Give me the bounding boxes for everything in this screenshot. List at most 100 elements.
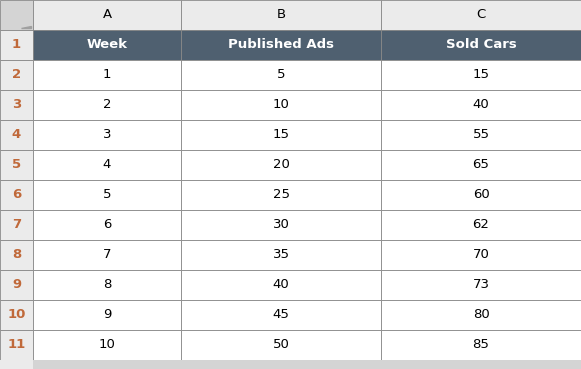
Bar	[0, 360, 33, 369]
Text: 5: 5	[103, 189, 111, 201]
Bar	[0, 300, 33, 330]
Text: 40: 40	[472, 99, 489, 111]
Bar	[181, 210, 381, 240]
Bar	[181, 270, 381, 300]
Text: 8: 8	[103, 279, 111, 292]
Text: 10: 10	[99, 338, 116, 352]
Bar	[33, 360, 181, 369]
Text: C: C	[476, 8, 486, 21]
Text: 1: 1	[103, 69, 111, 82]
Polygon shape	[21, 26, 31, 28]
Text: 60: 60	[472, 189, 489, 201]
Bar	[381, 90, 581, 120]
Bar	[381, 120, 581, 150]
Bar	[181, 180, 381, 210]
Text: 20: 20	[272, 159, 289, 172]
Text: 5: 5	[277, 69, 285, 82]
Bar	[33, 30, 181, 60]
Bar	[33, 60, 181, 90]
Text: 45: 45	[272, 308, 289, 321]
Text: 9: 9	[12, 279, 21, 292]
Bar	[181, 0, 381, 30]
Bar	[33, 120, 181, 150]
Bar	[181, 120, 381, 150]
Bar	[181, 150, 381, 180]
Bar	[33, 330, 181, 360]
Text: 70: 70	[472, 248, 489, 262]
Text: 11: 11	[8, 338, 26, 352]
Bar	[381, 30, 581, 60]
Text: 2: 2	[103, 99, 111, 111]
Bar	[381, 210, 581, 240]
Bar	[381, 360, 581, 369]
Text: 80: 80	[472, 308, 489, 321]
Bar	[381, 150, 581, 180]
Text: 3: 3	[12, 99, 21, 111]
Bar	[181, 30, 381, 60]
Text: 6: 6	[12, 189, 21, 201]
Bar	[0, 120, 33, 150]
Text: 50: 50	[272, 338, 289, 352]
Bar	[381, 270, 581, 300]
Bar	[0, 0, 33, 30]
Text: 85: 85	[472, 338, 489, 352]
Bar	[381, 240, 581, 270]
Bar	[0, 210, 33, 240]
Text: 6: 6	[103, 218, 111, 231]
Text: 2: 2	[12, 69, 21, 82]
Text: 10: 10	[272, 99, 289, 111]
Bar	[0, 180, 33, 210]
Text: 73: 73	[472, 279, 490, 292]
Bar	[181, 240, 381, 270]
Bar	[0, 60, 33, 90]
Bar	[0, 270, 33, 300]
Text: 1: 1	[12, 38, 21, 52]
Bar	[0, 150, 33, 180]
Bar	[33, 90, 181, 120]
Text: 7: 7	[103, 248, 111, 262]
Bar	[33, 180, 181, 210]
Text: 7: 7	[12, 218, 21, 231]
Text: 62: 62	[472, 218, 489, 231]
Bar	[181, 90, 381, 120]
Bar	[0, 90, 33, 120]
Bar	[181, 360, 381, 369]
Bar	[0, 240, 33, 270]
Bar	[181, 60, 381, 90]
Text: B: B	[277, 8, 286, 21]
Bar	[0, 30, 33, 60]
Text: 15: 15	[272, 128, 289, 141]
Text: 40: 40	[272, 279, 289, 292]
Text: 55: 55	[472, 128, 490, 141]
Text: 4: 4	[12, 128, 21, 141]
Text: Published Ads: Published Ads	[228, 38, 334, 52]
Bar	[381, 0, 581, 30]
Bar	[33, 270, 181, 300]
Bar	[381, 300, 581, 330]
Bar	[33, 0, 181, 30]
Bar	[33, 300, 181, 330]
Bar	[381, 330, 581, 360]
Bar	[181, 300, 381, 330]
Bar	[33, 240, 181, 270]
Bar	[181, 330, 381, 360]
Text: 10: 10	[8, 308, 26, 321]
Text: 8: 8	[12, 248, 21, 262]
Text: 35: 35	[272, 248, 289, 262]
Text: 3: 3	[103, 128, 111, 141]
Bar	[381, 60, 581, 90]
Text: 4: 4	[103, 159, 111, 172]
Text: 30: 30	[272, 218, 289, 231]
Bar	[0, 330, 33, 360]
Text: 25: 25	[272, 189, 289, 201]
Bar	[33, 150, 181, 180]
Bar	[381, 180, 581, 210]
Text: Week: Week	[87, 38, 127, 52]
Text: 5: 5	[12, 159, 21, 172]
Text: Sold Cars: Sold Cars	[446, 38, 517, 52]
Bar	[33, 210, 181, 240]
Text: 65: 65	[472, 159, 489, 172]
Text: 9: 9	[103, 308, 111, 321]
Text: 15: 15	[472, 69, 490, 82]
Text: A: A	[102, 8, 112, 21]
